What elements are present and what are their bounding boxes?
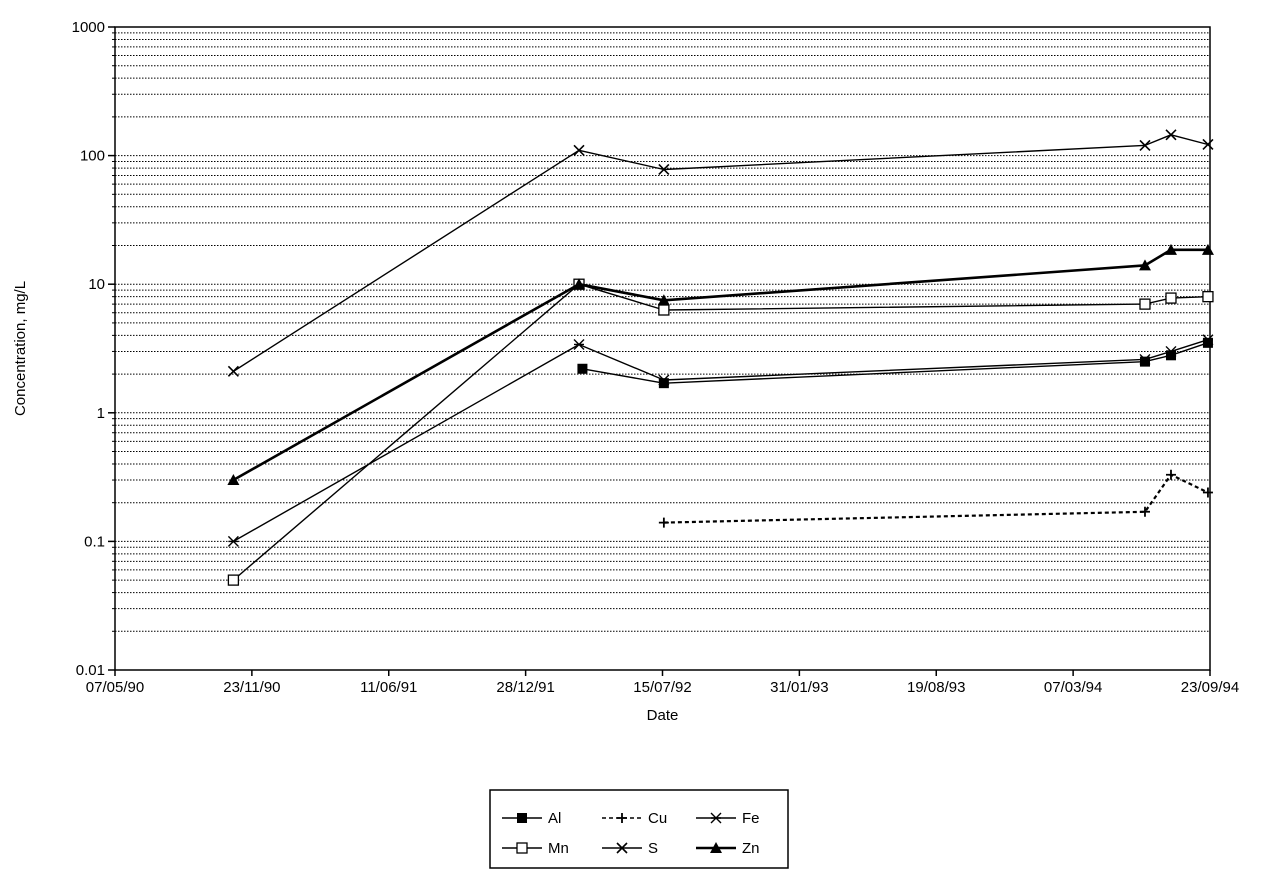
series-s: [227, 129, 1214, 377]
data-point-fe: [227, 535, 239, 547]
data-point-al: [658, 378, 669, 389]
data-point-s: [1165, 129, 1177, 141]
series-zn: [227, 243, 1214, 486]
data-point-fe: [1202, 334, 1214, 346]
data-point-zn: [1201, 243, 1214, 255]
y-tick-label: 0.1: [84, 533, 105, 550]
x-tick-label: 19/08/93: [907, 679, 965, 696]
data-point-mn: [1165, 292, 1177, 304]
legend-marker-zn: [710, 842, 722, 853]
series-al: [577, 337, 1213, 389]
data-point-mn: [658, 304, 670, 316]
legend-label-cu: Cu: [648, 810, 667, 827]
data-point-mn: [227, 574, 240, 586]
legend-marker-fe: [710, 812, 722, 824]
series-line-zn: [232, 248, 1208, 482]
data-point-zn: [1138, 259, 1151, 271]
data-point-s: [1202, 138, 1214, 151]
data-point-zn: [657, 294, 670, 306]
data-point-zn: [227, 474, 240, 486]
y-axis-ticks: 0.01 0.1 1 10 100 1000: [72, 19, 115, 679]
series-line-s: [233, 134, 1209, 372]
x-tick-label: 23/11/90: [223, 679, 280, 696]
x-tick-label: 23/09/94: [1181, 679, 1239, 696]
legend-label-zn: Zn: [742, 840, 760, 857]
series-line-fe: [233, 339, 1209, 543]
series-cu: [658, 469, 1213, 528]
data-point-cu: [658, 517, 669, 528]
legend-label-al: Al: [548, 810, 561, 827]
plot-frame: [114, 26, 1211, 671]
x-tick-label: 07/03/94: [1044, 679, 1102, 696]
axes: [114, 26, 1211, 671]
data-point-s: [658, 163, 670, 176]
data-point-zn: [573, 278, 586, 290]
data-point-al: [1139, 356, 1150, 367]
grid: [115, 26, 1210, 632]
series-line-al: [582, 342, 1209, 384]
data-point-fe: [573, 338, 585, 350]
legend-marker-mn: [516, 842, 528, 854]
legend-item-cu: Cu: [602, 810, 667, 827]
x-tick-label: 31/01/93: [770, 679, 828, 696]
data-point-mn: [1139, 298, 1151, 310]
legend-item-s: S: [602, 840, 658, 857]
data-point-cu: [1202, 487, 1213, 498]
data-point-fe: [1165, 345, 1177, 357]
legend-item-fe: Fe: [696, 810, 760, 827]
legend: Al Cu Fe Mn S Zn: [489, 789, 789, 869]
x-tick-label: 15/07/92: [633, 679, 691, 696]
series-mn: [227, 278, 1214, 586]
data-point-al: [1202, 337, 1213, 348]
data-point-cu: [1139, 506, 1150, 517]
data-point-fe: [658, 374, 670, 386]
legend-label-s: S: [648, 840, 658, 857]
data-point-al: [577, 363, 588, 374]
y-tick-label: 1: [97, 405, 105, 422]
data-point-fe: [1139, 353, 1151, 365]
data-point-s: [573, 144, 585, 156]
legend-item-mn: Mn: [502, 840, 569, 857]
legend-marker-al: [517, 813, 527, 823]
series-line-mn: [232, 283, 1208, 581]
legend-label-mn: Mn: [548, 840, 569, 857]
series-line-cu: [663, 473, 1209, 524]
series-fe: [227, 334, 1214, 547]
y-tick-label: 1000: [72, 19, 105, 36]
data-point-zn: [1164, 243, 1177, 255]
y-tick-label: 10: [88, 276, 105, 293]
data-point-cu: [1165, 469, 1176, 480]
y-axis-title: Concentration, mg/L: [12, 281, 29, 416]
legend-marker-cu: [617, 813, 627, 823]
legend-box: [489, 789, 789, 869]
x-axis-ticks: 07/05/90 23/11/90 11/06/91 28/12/91 15/07/92…: [86, 670, 1239, 696]
y-tick-label: 100: [80, 148, 105, 165]
legend-marker-s: [616, 842, 628, 854]
data-point-s: [1139, 139, 1151, 151]
x-tick-label: 07/05/90: [86, 679, 144, 696]
legend-item-al: Al: [502, 810, 561, 827]
data-point-al: [1165, 350, 1176, 361]
x-axis-title: Date: [647, 707, 679, 724]
y-tick-label: 0.01: [76, 662, 105, 679]
data-point-mn: [1202, 291, 1214, 303]
x-tick-label: 28/12/91: [496, 679, 554, 696]
x-tick-label: 11/06/91: [360, 679, 417, 696]
series: [227, 129, 1214, 586]
legend-item-zn: Zn: [696, 840, 760, 857]
legend-label-fe: Fe: [742, 810, 760, 827]
data-point-s: [227, 365, 239, 377]
